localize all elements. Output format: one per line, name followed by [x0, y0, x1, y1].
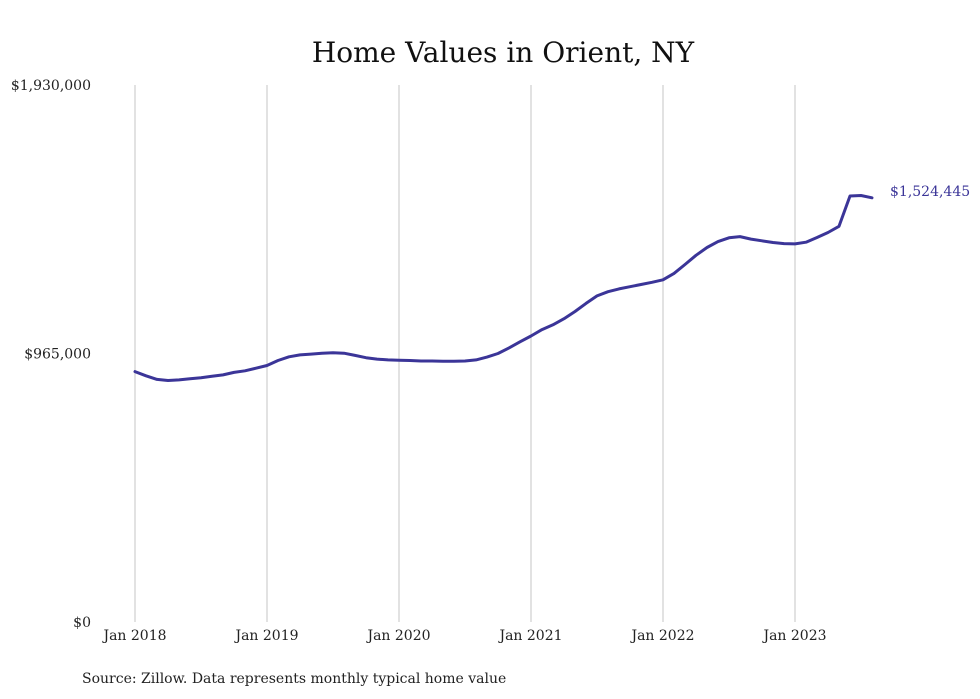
x-tick-jan-2019: Jan 2019: [233, 628, 298, 644]
x-tick-jan-2022: Jan 2022: [629, 628, 694, 644]
grid-layer: [134, 85, 796, 622]
y-tick-965000: $965,000: [24, 347, 91, 363]
x-tick-jan-2018: Jan 2018: [101, 628, 166, 644]
series-line-home-value: [133, 194, 874, 382]
y-tick-1930000: $1,930,000: [11, 78, 91, 94]
y-tick-labels: $0 $965,000 $1,930,000: [11, 78, 91, 631]
x-tick-jan-2020: Jan 2020: [365, 628, 430, 644]
y-tick-0: $0: [73, 615, 91, 631]
x-tick-jan-2023: Jan 2023: [761, 628, 826, 644]
x-tick-jan-2021: Jan 2021: [497, 628, 562, 644]
chart-title: Home Values in Orient, NY: [312, 36, 695, 69]
source-note: Source: Zillow. Data represents monthly …: [82, 671, 506, 687]
x-tick-labels: Jan 2018 Jan 2019 Jan 2020 Jan 2021 Jan 2022…: [101, 628, 826, 644]
last-value-label: $1,524,445: [890, 184, 970, 200]
